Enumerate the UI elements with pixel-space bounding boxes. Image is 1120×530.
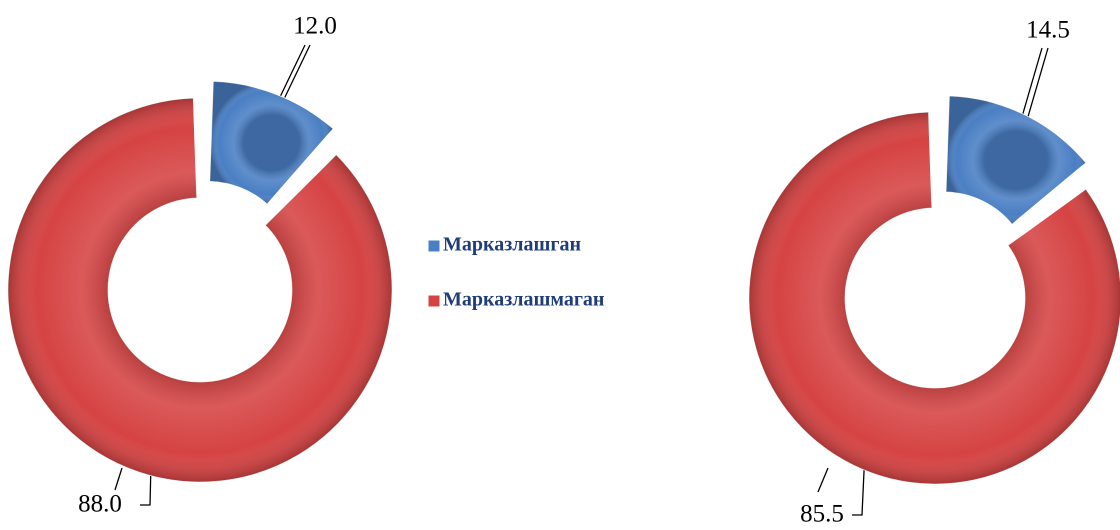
data-label: 88.0 xyxy=(78,491,122,518)
data-label: 12.0 xyxy=(293,13,337,40)
legend-label: Марказлашган xyxy=(443,234,581,256)
data-label: 14.5 xyxy=(1026,17,1070,44)
legend-label: Марказлашмаган xyxy=(443,289,604,311)
slice xyxy=(7,97,393,483)
data-label: 85.5 xyxy=(800,501,844,528)
legend-swatch xyxy=(427,239,441,253)
legend-swatch xyxy=(427,294,441,308)
